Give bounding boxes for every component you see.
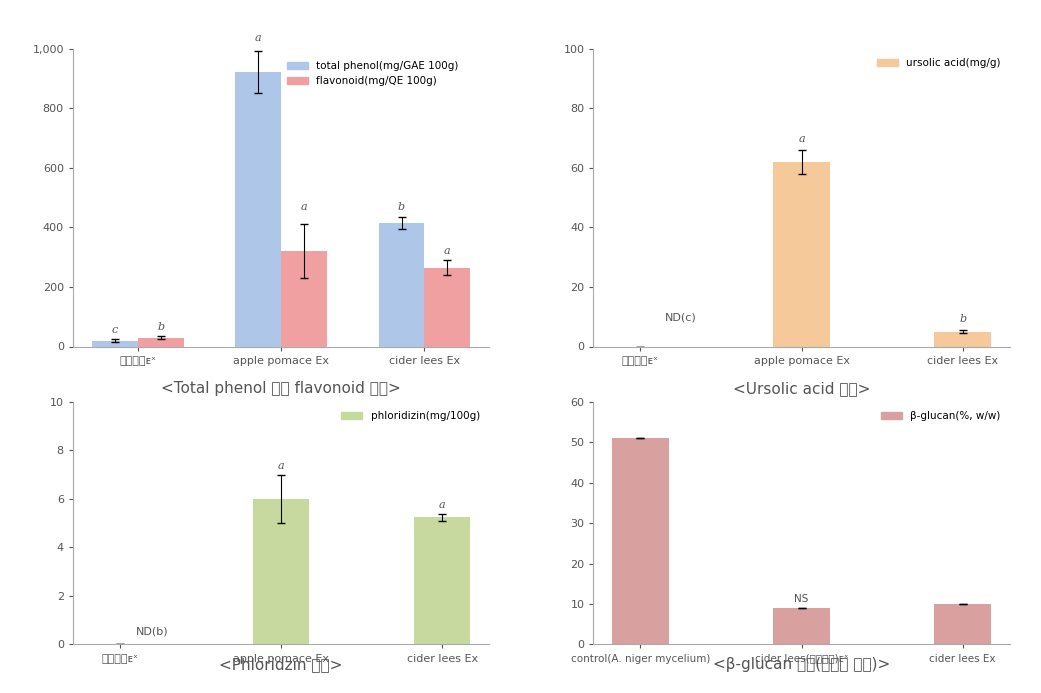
Bar	[935, 604, 991, 644]
Bar	[773, 608, 830, 644]
Text: b: b	[959, 314, 966, 324]
Legend: phloridizin(mg/100g): phloridizin(mg/100g)	[337, 407, 484, 426]
Text: <β-glucan 함량(시드러 리즈)>: <β-glucan 함량(시드러 리즈)>	[713, 657, 890, 672]
Text: a: a	[278, 461, 284, 471]
Text: a: a	[439, 500, 446, 510]
Text: NS: NS	[794, 594, 809, 604]
Text: ND(b): ND(b)	[136, 626, 169, 636]
Bar	[612, 439, 668, 644]
Text: a: a	[301, 202, 307, 212]
Bar	[281, 251, 327, 346]
Text: a: a	[445, 245, 451, 256]
Text: <Phloridzin 함량>: <Phloridzin 함량>	[220, 657, 342, 672]
Text: b: b	[398, 202, 405, 212]
Bar	[137, 337, 183, 346]
Bar	[935, 332, 991, 346]
Bar	[379, 223, 425, 346]
Text: c: c	[111, 324, 118, 335]
Bar	[414, 517, 471, 644]
Text: ND(c): ND(c)	[664, 313, 696, 323]
Text: a: a	[255, 33, 261, 42]
Bar	[425, 267, 471, 346]
Bar	[235, 72, 281, 346]
Legend: ursolic acid(mg/g): ursolic acid(mg/g)	[872, 54, 1005, 72]
Bar	[773, 161, 830, 346]
Bar	[253, 499, 309, 644]
Text: <Ursolic acid 함량>: <Ursolic acid 함량>	[733, 381, 870, 396]
Legend: total phenol(mg/GAE 100g), flavonoid(mg/QE 100g): total phenol(mg/GAE 100g), flavonoid(mg/…	[283, 57, 462, 90]
Text: a: a	[798, 134, 805, 144]
Bar	[92, 340, 137, 346]
Text: b: b	[157, 322, 164, 332]
Text: <Total phenol 마는 flavonoid 함량>: <Total phenol 마는 flavonoid 함량>	[161, 381, 401, 396]
Legend: β-glucan(%, w/w): β-glucan(%, w/w)	[877, 407, 1005, 426]
